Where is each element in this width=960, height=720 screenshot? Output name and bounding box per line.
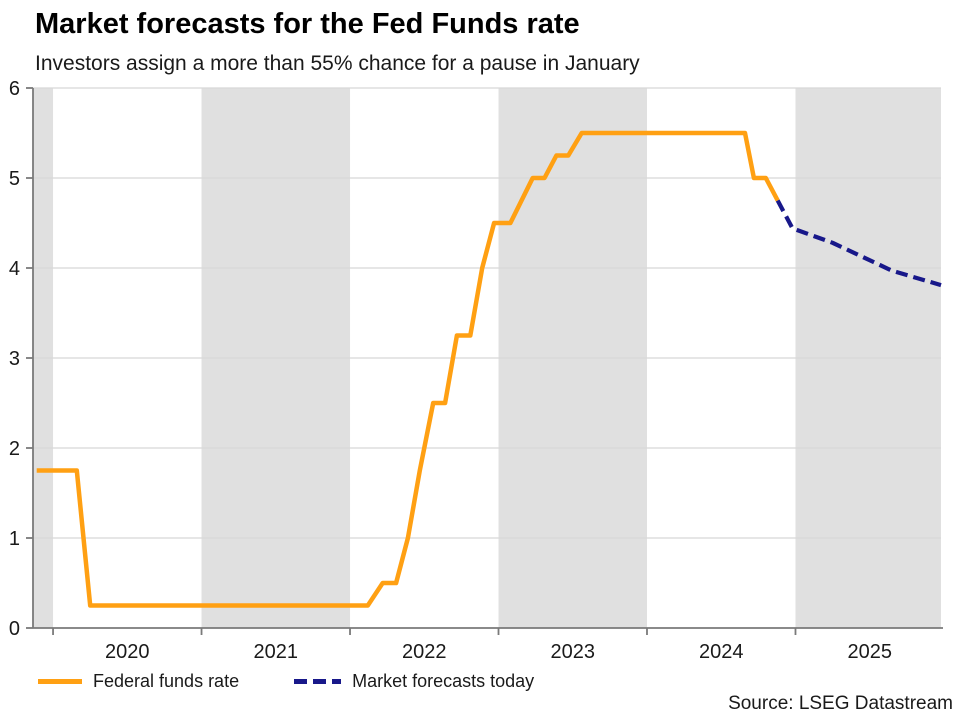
y-tick-label: 0 <box>9 618 20 640</box>
chart-title: Market forecasts for the Fed Funds rate <box>35 8 580 40</box>
source-credit: Source: LSEG Datastream <box>728 693 953 714</box>
x-tick-label: 2021 <box>254 641 299 663</box>
federal-funds-rate-line <box>36 130 780 608</box>
x-tick-label: 2020 <box>105 641 150 663</box>
chart-subtitle: Investors assign a more than 55% chance … <box>35 52 640 75</box>
federal-funds-line-swatch <box>38 678 82 684</box>
y-tick-label: 3 <box>9 348 20 370</box>
legend-label-federal-funds-rate: Federal funds rate <box>93 670 240 691</box>
legend-item-federal-funds-rate: Federal funds rate <box>38 671 239 692</box>
x-tick-label: 2025 <box>847 641 892 663</box>
y-tick-label: 1 <box>9 528 20 550</box>
market-forecasts-line <box>775 199 942 288</box>
y-tick-label: 4 <box>9 258 20 280</box>
y-tick-label: 2 <box>9 438 20 460</box>
legend: Federal funds rate Market forecasts toda… <box>38 668 589 694</box>
x-tick-label: 2024 <box>699 641 744 663</box>
x-tick-label: 2023 <box>551 641 596 663</box>
market-forecasts-line-swatch <box>294 678 342 684</box>
y-tick-label: 6 <box>9 78 20 100</box>
legend-label-market-forecasts: Market forecasts today <box>352 670 535 691</box>
x-tick-label: 2022 <box>402 641 447 663</box>
legend-item-market-forecasts: Market forecasts today <box>294 671 534 692</box>
y-tick-label: 5 <box>9 168 20 190</box>
